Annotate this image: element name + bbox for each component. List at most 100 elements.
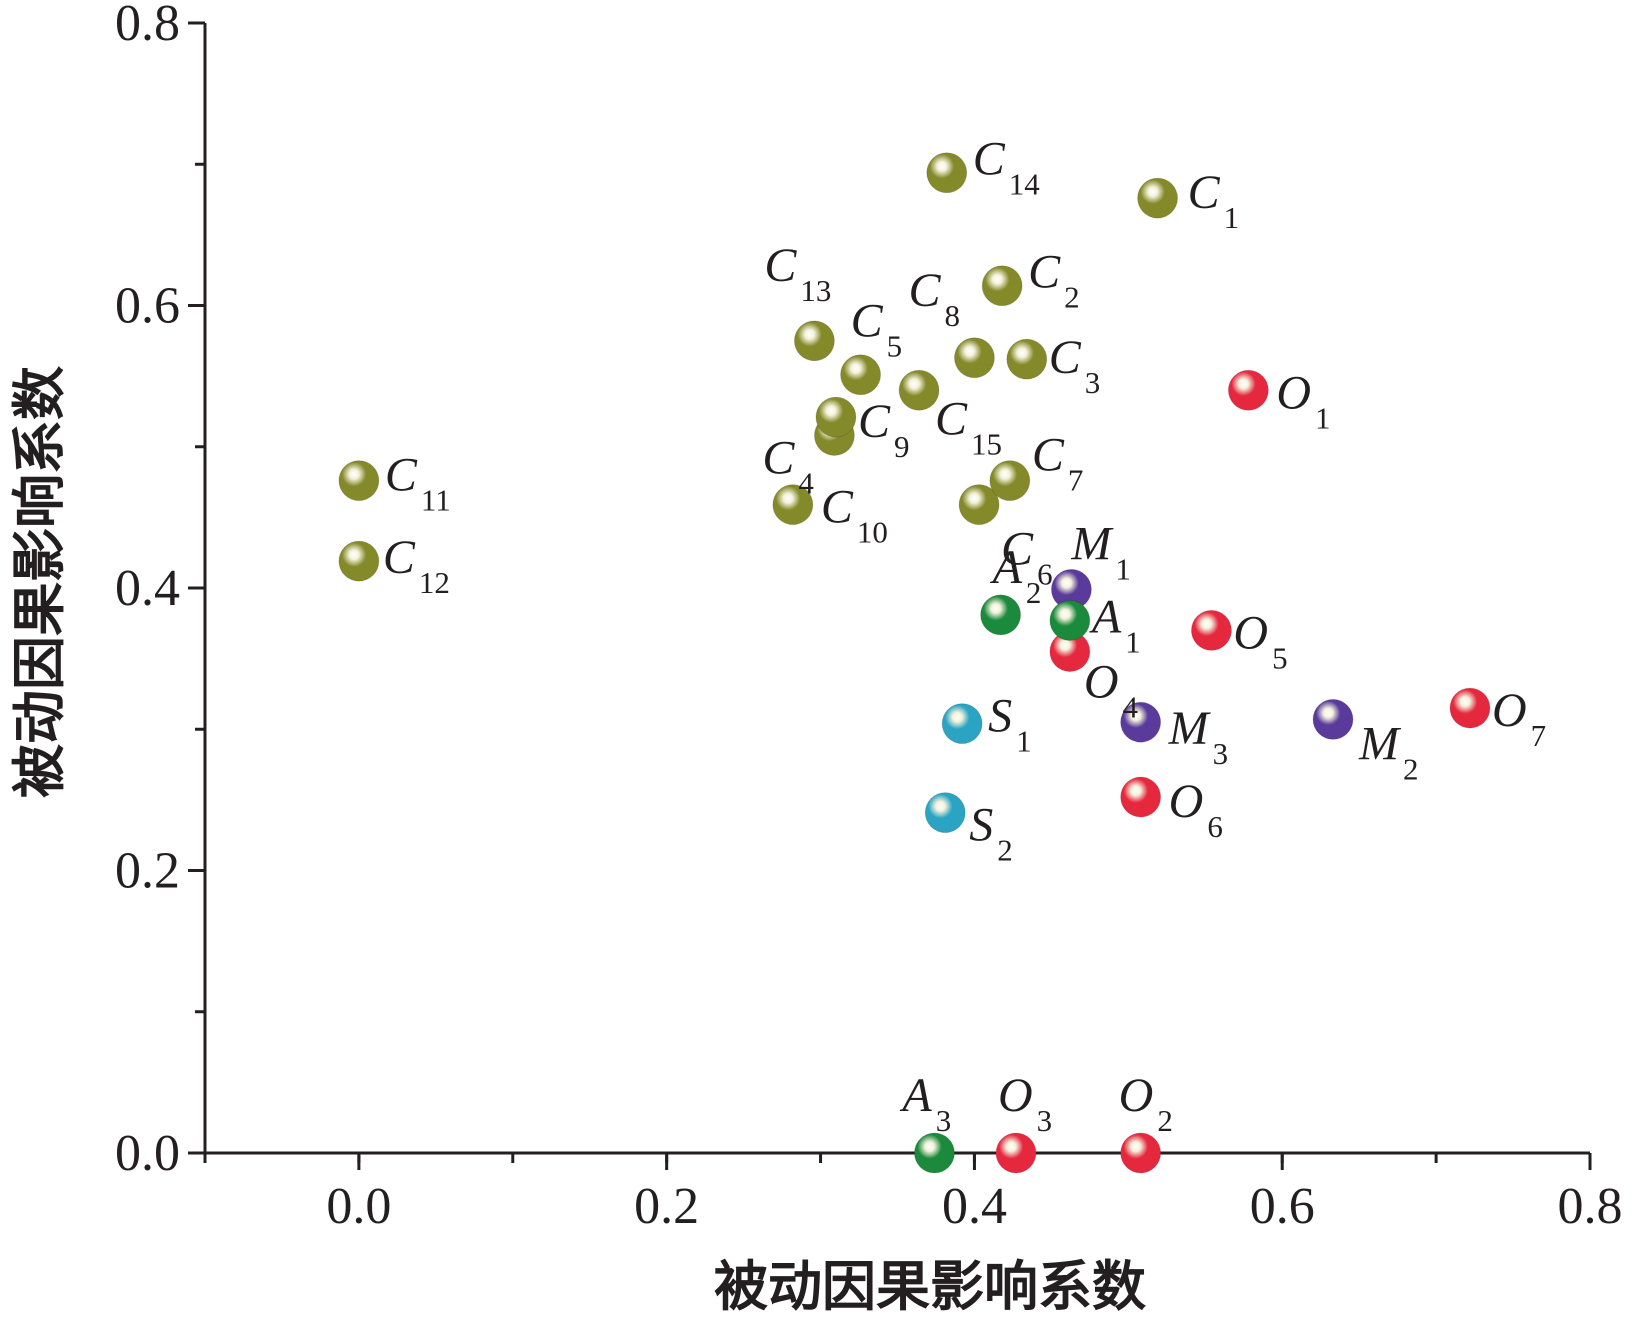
- point-labels: C 1C 2C 3C 4C 5C 6C 7C 8C 9C 10C 11C 12C 13C 14C 15O 1O 2…: [383, 133, 1546, 1138]
- label-subscript: 3: [1213, 736, 1229, 771]
- point-O7: [1449, 687, 1491, 729]
- label-letter: C: [1188, 166, 1221, 219]
- label-letter: C: [1028, 246, 1061, 299]
- point-O6: [1120, 776, 1162, 818]
- label-subscript: 6: [1037, 557, 1053, 592]
- label-subscript: 2: [1064, 280, 1080, 315]
- label-letter: O: [1276, 366, 1311, 419]
- point-C8: [953, 337, 995, 379]
- point-C1: [1137, 177, 1179, 219]
- label-C14: C 14: [973, 133, 1041, 202]
- label-letter: M: [1070, 517, 1114, 570]
- x-tick-label: 0.6: [1250, 1178, 1315, 1235]
- point-C14: [926, 152, 968, 194]
- point-C9: [815, 396, 857, 438]
- point-C7: [989, 460, 1031, 502]
- point-A3: [913, 1132, 955, 1174]
- label-letter: O: [1084, 656, 1119, 709]
- label-subscript: 7: [1068, 463, 1084, 498]
- point-O2: [1120, 1132, 1162, 1174]
- label-letter: O: [1492, 684, 1527, 737]
- point-O1: [1227, 369, 1269, 411]
- point-M2: [1312, 698, 1354, 740]
- label-C11: C 11: [385, 449, 451, 518]
- label-subscript: 12: [419, 565, 450, 600]
- y-axis-title: 被动因果影响系数: [8, 366, 71, 798]
- label-subscript: 4: [1123, 690, 1139, 725]
- label-subscript: 3: [1085, 365, 1101, 400]
- label-C10: C 10: [821, 481, 888, 550]
- point-C13: [793, 320, 835, 362]
- point-A2: [980, 594, 1022, 636]
- label-letter: C: [385, 449, 418, 502]
- label-letter: A: [899, 1069, 932, 1122]
- label-C13: C 13: [764, 239, 831, 308]
- label-subscript: 1: [1315, 400, 1331, 435]
- label-letter: C: [762, 431, 795, 484]
- label-letter: C: [821, 481, 854, 534]
- label-subscript: 2: [1157, 1103, 1173, 1138]
- label-letter: M: [1358, 717, 1402, 770]
- label-letter: O: [998, 1069, 1033, 1122]
- label-subscript: 8: [944, 298, 960, 333]
- label-letter: S: [969, 799, 993, 852]
- x-tick-label: 0.4: [942, 1178, 1007, 1235]
- label-subscript: 15: [971, 426, 1002, 461]
- label-subscript: 9: [894, 429, 910, 464]
- label-subscript: 1: [1224, 200, 1240, 235]
- label-letter: M: [1168, 702, 1212, 755]
- label-subscript: 3: [936, 1103, 952, 1138]
- label-letter: C: [383, 531, 416, 584]
- label-letter: C: [858, 395, 891, 448]
- y-tick-label: 0.2: [115, 843, 180, 900]
- label-letter: A: [990, 541, 1023, 594]
- label-subscript: 10: [857, 515, 888, 550]
- x-axis-title: 被动因果影响系数: [714, 1255, 1146, 1318]
- label-letter: C: [851, 295, 884, 348]
- point-C10: [772, 484, 814, 526]
- label-subscript: 1: [1016, 724, 1031, 759]
- label-subscript: 7: [1531, 718, 1547, 753]
- label-letter: A: [1089, 590, 1122, 643]
- y-tick-label: 0.4: [115, 560, 180, 617]
- point-M3: [1120, 701, 1162, 743]
- point-S1: [941, 703, 983, 745]
- label-subscript: 14: [1009, 167, 1040, 202]
- label-letter: S: [988, 690, 1012, 743]
- label-letter: C: [908, 264, 941, 317]
- point-S2: [924, 792, 966, 834]
- label-letter: O: [1169, 775, 1204, 828]
- label-C12: C 12: [383, 531, 450, 600]
- label-subscript: 5: [1272, 640, 1288, 675]
- label-subscript: 2: [1403, 751, 1419, 786]
- label-letter: C: [1001, 523, 1034, 576]
- x-tick-label: 0.8: [1558, 1178, 1623, 1235]
- axes: 0.0 0.2 0.4 0.6 0.8 0.0 0.2 0.4 0.6 0.8: [115, 0, 1623, 1235]
- label-subscript: 11: [421, 483, 451, 518]
- y-tick-label: 0.0: [115, 1125, 180, 1182]
- point-C6: [958, 484, 1000, 526]
- point-C15: [898, 369, 940, 411]
- point-C2: [981, 265, 1023, 307]
- label-letter: O: [1233, 606, 1268, 659]
- label-letter: O: [1119, 1069, 1154, 1122]
- label-subscript: 1: [1115, 551, 1131, 586]
- point-C3: [1006, 338, 1048, 380]
